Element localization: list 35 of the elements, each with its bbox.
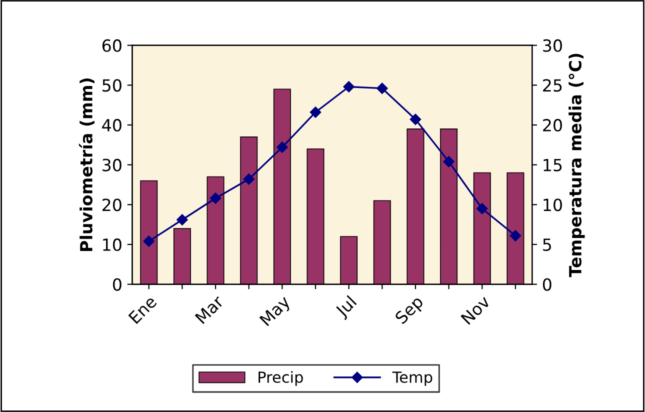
point xyxy=(410,114,422,126)
point xyxy=(443,156,454,168)
x-tick-label: Jul xyxy=(334,295,360,320)
y2-tick-label: 10 xyxy=(544,198,562,212)
point xyxy=(510,230,522,242)
y2-tick-label: 0 xyxy=(542,278,552,291)
legend-label: Temp xyxy=(392,372,432,386)
point xyxy=(343,81,354,92)
x-tick-label: Sep xyxy=(394,294,426,327)
point xyxy=(276,142,288,153)
y-tick-label: 10 xyxy=(103,238,122,252)
y2-tick-label: 30 xyxy=(543,39,562,52)
y-tick-label: 50 xyxy=(102,79,122,92)
y2-tick-label: 25 xyxy=(543,79,562,92)
point xyxy=(143,236,154,247)
y-tick-label: 20 xyxy=(102,198,122,212)
y-tick-label: 30 xyxy=(102,158,122,172)
x-tick-label: Ene xyxy=(128,294,158,324)
point xyxy=(376,82,388,94)
y-tick-label: 60 xyxy=(102,39,122,52)
point xyxy=(210,192,222,204)
y2-axis-title: Temperatura media (°C) xyxy=(568,54,585,278)
y-tick-label: 40 xyxy=(102,118,122,132)
x-tick-label: Mar xyxy=(194,294,225,324)
point xyxy=(176,214,188,226)
x-tick-label: Nov xyxy=(460,294,491,325)
y2-tick-label: 20 xyxy=(543,118,562,132)
y2-tick-label: 5 xyxy=(543,238,551,252)
y-axis-title: Pluviometría (mm) xyxy=(78,78,94,251)
y-tick-label: 0 xyxy=(113,278,122,291)
legend-label: Precip xyxy=(258,371,303,386)
point xyxy=(476,203,488,214)
point xyxy=(243,174,254,185)
point xyxy=(310,106,322,118)
y2-tick-label: 15 xyxy=(544,158,562,172)
